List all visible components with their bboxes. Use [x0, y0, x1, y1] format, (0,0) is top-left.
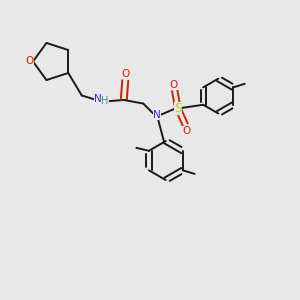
Text: S: S: [174, 102, 182, 115]
Text: O: O: [25, 56, 34, 67]
Text: N: N: [153, 110, 161, 120]
Text: O: O: [170, 80, 178, 90]
Text: O: O: [182, 126, 190, 136]
Text: N: N: [94, 94, 102, 104]
Text: H: H: [101, 96, 109, 106]
Text: O: O: [121, 70, 129, 80]
